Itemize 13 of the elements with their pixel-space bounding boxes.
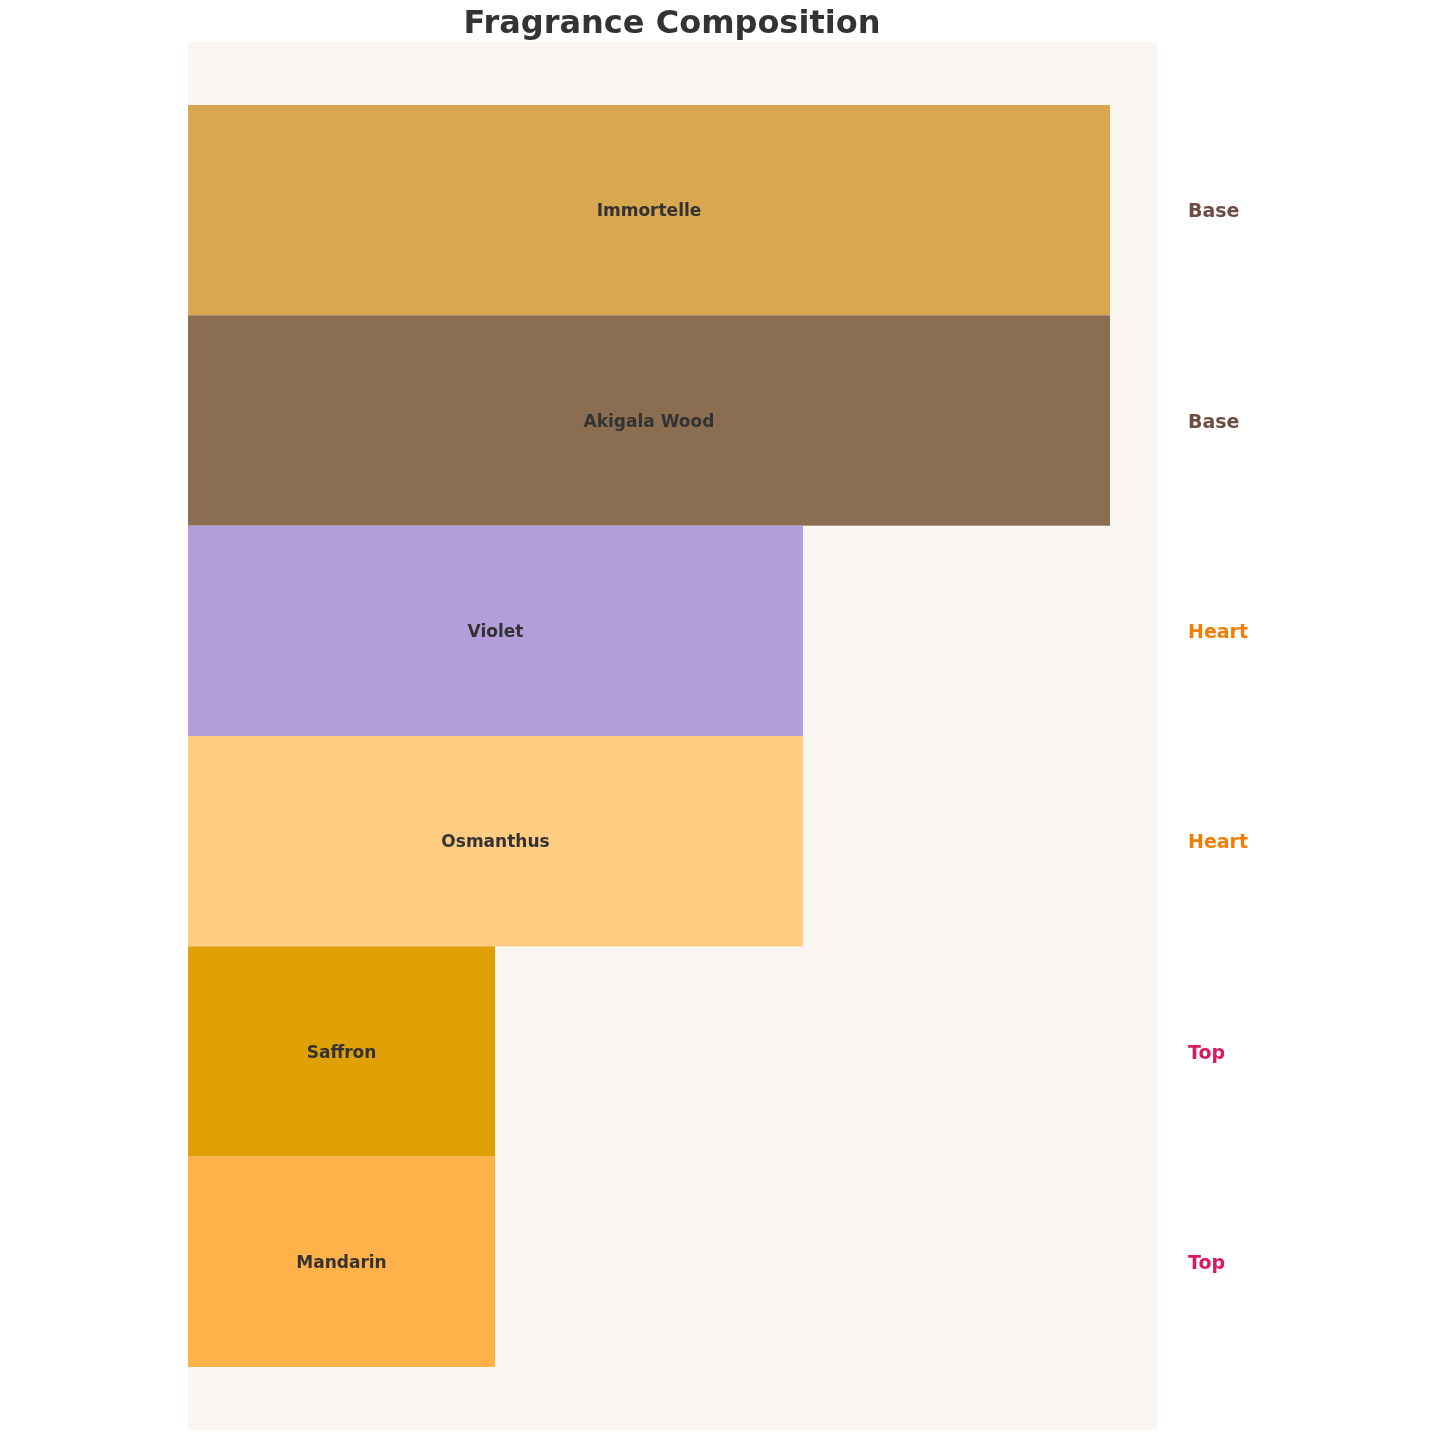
y-tick-label: Immortelle [596,200,702,221]
y-tick-label: Osmanthus [441,831,550,852]
text: Base [1188,199,1240,222]
y-tick-label: Violet [467,620,524,641]
text: Top [1188,1250,1226,1273]
text: Base [1188,409,1240,432]
text: Heart [1188,619,1249,642]
text: Heart [1188,830,1249,853]
chart-title: Fragrance Composition [463,3,881,41]
text: Top [1188,1040,1226,1063]
y-tick-label: Mandarin [296,1251,387,1272]
y-tick-label: Saffron [306,1041,377,1062]
y-tick-label: Akigala Wood [583,410,715,431]
